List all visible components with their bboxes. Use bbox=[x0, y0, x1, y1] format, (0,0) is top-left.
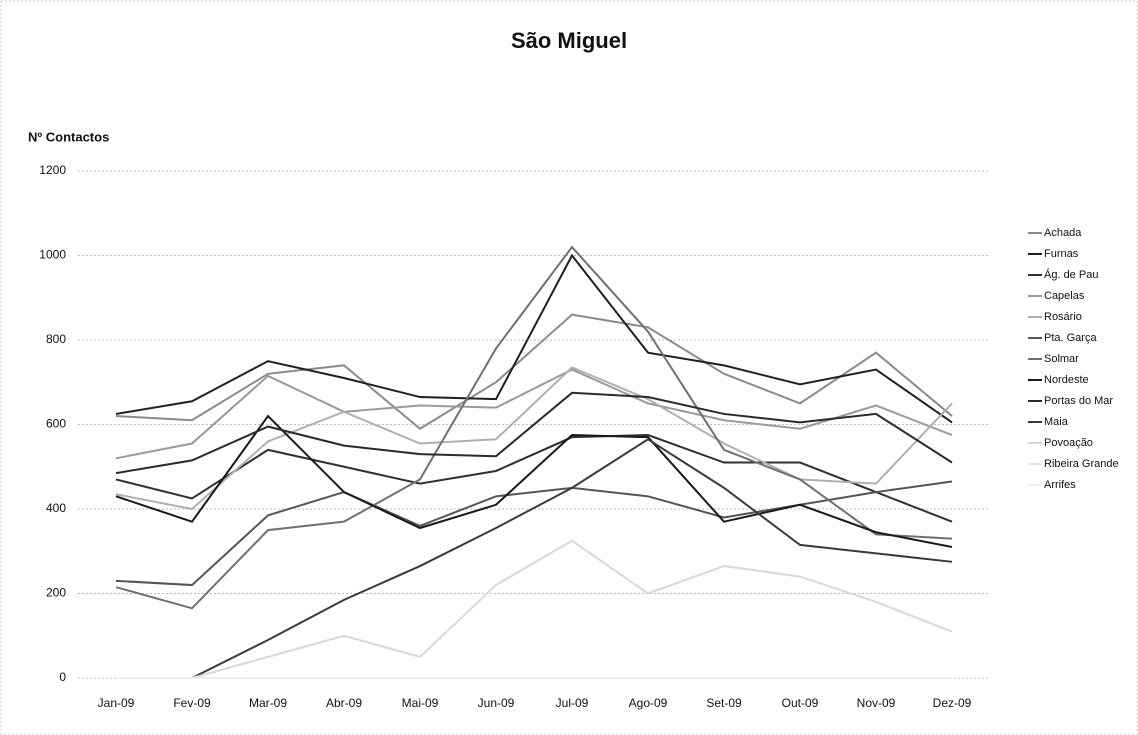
legend-label: Nordeste bbox=[1044, 374, 1089, 386]
x-tick-label: Mar-09 bbox=[249, 696, 287, 710]
y-tick-label: 800 bbox=[46, 332, 66, 346]
legend-label: Achada bbox=[1044, 227, 1082, 239]
legend-label: Capelas bbox=[1044, 290, 1085, 302]
x-tick-label: Set-09 bbox=[706, 696, 742, 710]
series-line bbox=[115, 245, 953, 610]
series-line bbox=[115, 368, 953, 460]
y-tick-label: 200 bbox=[46, 586, 66, 600]
legend-label: Rosário bbox=[1044, 311, 1082, 323]
series-line bbox=[115, 434, 953, 523]
x-tick-label: Jan-09 bbox=[98, 696, 135, 710]
x-tick-label: Jun-09 bbox=[478, 696, 515, 710]
series-line bbox=[115, 480, 953, 587]
chart-title: São Miguel bbox=[511, 28, 627, 53]
legend-label: Ribeira Grande bbox=[1044, 458, 1119, 470]
x-tick-label: Jul-09 bbox=[556, 696, 589, 710]
legend-label: Furnas bbox=[1044, 248, 1079, 260]
series-line bbox=[191, 438, 953, 679]
x-tick-label: Nov-09 bbox=[857, 696, 896, 710]
x-tick-label: Ago-09 bbox=[629, 696, 668, 710]
series-line bbox=[115, 253, 953, 424]
y-tick-label: 0 bbox=[59, 670, 66, 684]
legend-label: Solmar bbox=[1044, 353, 1079, 365]
x-tick-label: Mai-09 bbox=[402, 696, 439, 710]
x-tick-label: Out-09 bbox=[782, 696, 819, 710]
x-tick-label: Abr-09 bbox=[326, 696, 362, 710]
y-axis-label: Nº Contactos bbox=[28, 129, 109, 144]
legend-label: Maia bbox=[1044, 416, 1069, 428]
y-tick-label: 400 bbox=[46, 501, 66, 515]
legend-label: Pta. Garça bbox=[1044, 332, 1097, 344]
series-line bbox=[115, 414, 953, 549]
series-line bbox=[116, 539, 953, 679]
legend-label: Povoação bbox=[1044, 437, 1093, 449]
legend-label: Portas do Mar bbox=[1044, 395, 1113, 407]
legend-label: Ág. de Pau bbox=[1044, 268, 1098, 281]
y-tick-label: 1000 bbox=[39, 248, 66, 262]
y-tick-label: 1200 bbox=[39, 163, 66, 177]
x-tick-label: Dez-09 bbox=[933, 696, 972, 710]
y-tick-label: 600 bbox=[46, 417, 66, 431]
series-line bbox=[115, 313, 953, 430]
series-line bbox=[115, 391, 953, 475]
legend-label: Arrifes bbox=[1044, 479, 1076, 491]
series-line bbox=[115, 366, 953, 511]
x-tick-label: Fev-09 bbox=[173, 696, 211, 710]
